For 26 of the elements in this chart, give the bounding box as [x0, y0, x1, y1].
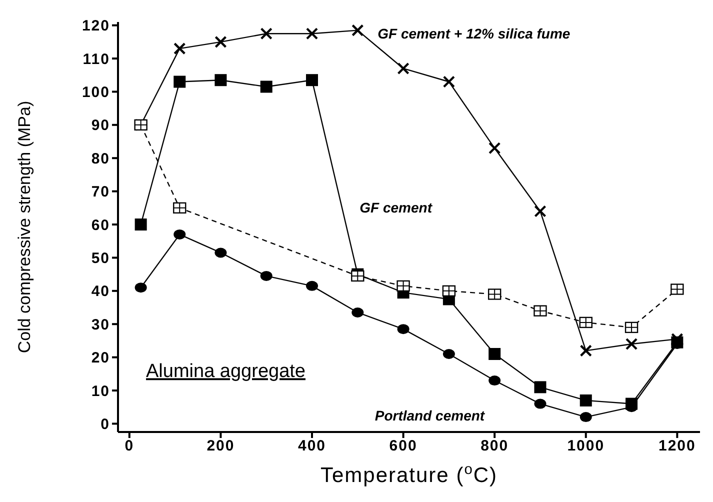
y-tick-label: 100	[82, 84, 110, 102]
x-tick-label: 200	[206, 438, 235, 455]
y-tick-label: 30	[91, 316, 110, 334]
series-label: GF cement	[360, 199, 434, 216]
y-tick-label: 70	[91, 184, 110, 201]
x-tick-label: 400	[298, 438, 326, 455]
x-tick-label: 1200	[658, 438, 696, 455]
x-tick-label: 1000	[567, 438, 605, 455]
y-tick-label: 40	[91, 283, 110, 300]
y-tick-label: 0	[100, 416, 110, 434]
annotation: Alumina aggregate	[146, 361, 306, 382]
y-tick-label: 90	[91, 117, 110, 134]
y-axis-title: Cold compressive strength (MPa)	[15, 100, 34, 354]
x-tick-label: 600	[389, 438, 418, 455]
x-axis-title: Temperature ($^{o}$C)	[320, 462, 498, 487]
y-tick-label: 20	[91, 350, 110, 367]
y-tick-label: 110	[82, 50, 110, 68]
y-tick-label: 50	[91, 250, 110, 268]
series-label: Portland cement	[374, 408, 486, 424]
x-tick-label: 800	[480, 438, 509, 455]
y-tick-label: 80	[91, 150, 110, 168]
series-label: GF cement + 12% silica fume	[378, 25, 570, 42]
y-tick-label: 120	[82, 18, 110, 35]
x-tick-label: 0	[124, 438, 134, 455]
y-tick-label: 60	[91, 216, 110, 234]
y-tick-label: 10	[91, 382, 110, 400]
